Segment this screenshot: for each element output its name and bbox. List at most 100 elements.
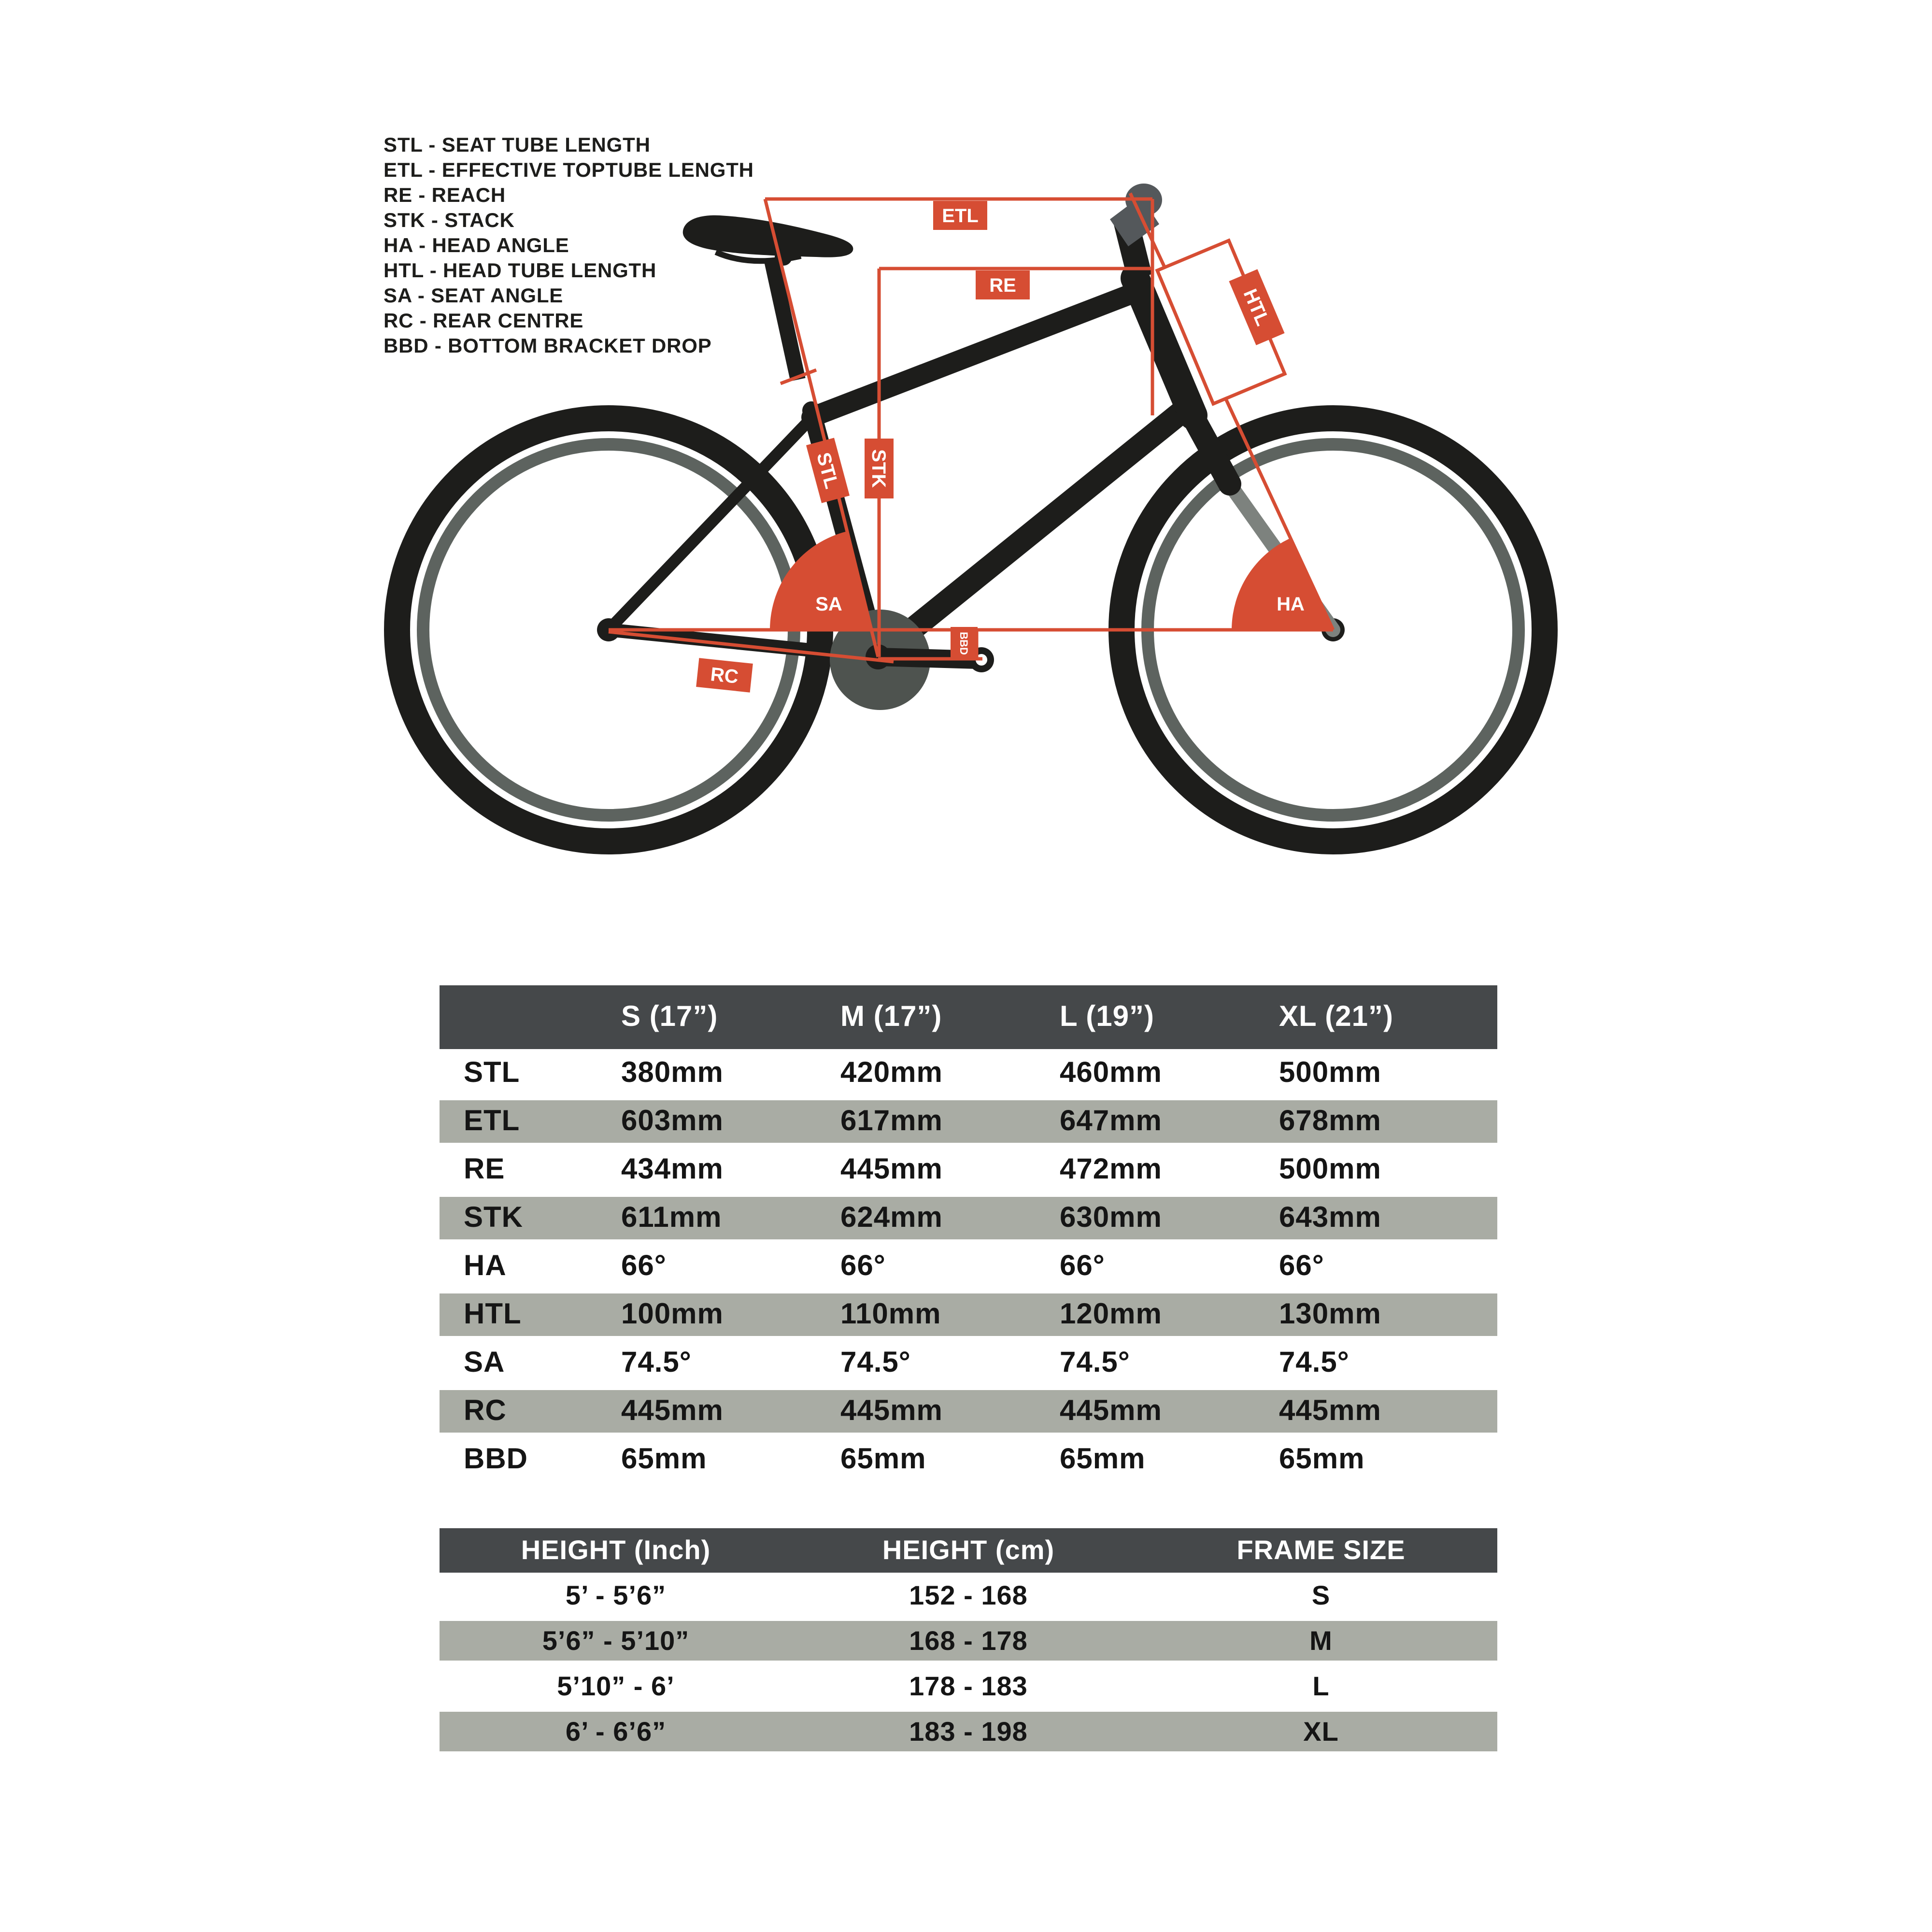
geometry-value: 445mm xyxy=(840,1153,943,1185)
stl-label: STL xyxy=(806,438,850,503)
seat-collar-tick xyxy=(780,368,817,385)
geometry-value: 617mm xyxy=(840,1105,943,1137)
size-value: 5’10” - 6’ xyxy=(557,1671,675,1701)
size-col-header-frame: FRAME SIZE xyxy=(1236,1535,1406,1565)
bbd-label: BBD xyxy=(951,627,978,660)
size-table-header: HEIGHT (Inch) HEIGHT (cm) FRAME SIZE xyxy=(440,1528,1497,1573)
legend-item: STL - SEAT TUBE LENGTH xyxy=(384,134,651,156)
geometry-value: 65mm xyxy=(1279,1443,1365,1475)
legend-item: ETL - EFFECTIVE TOPTUBE LENGTH xyxy=(384,159,754,182)
size-col-header-inch: HEIGHT (Inch) xyxy=(521,1535,711,1565)
geometry-row-label: BBD xyxy=(464,1443,528,1475)
geometry-value: 65mm xyxy=(1060,1443,1146,1475)
geometry-value: 66° xyxy=(621,1250,667,1282)
size-value: 6’ - 6’6” xyxy=(565,1716,667,1746)
htl-bracket xyxy=(1155,238,1287,406)
geometry-value: 65mm xyxy=(621,1443,707,1475)
saddle xyxy=(682,215,853,266)
size-chart-table: HEIGHT (Inch) HEIGHT (cm) FRAME SIZE 5’ … xyxy=(440,1528,1497,1754)
geometry-value: 420mm xyxy=(840,1057,943,1089)
sa-label: SA xyxy=(815,594,842,615)
legend-item: HA - HEAD ANGLE xyxy=(384,235,569,257)
geometry-value: 110mm xyxy=(840,1298,941,1330)
geometry-value: 445mm xyxy=(1060,1395,1162,1427)
geometry-value: 66° xyxy=(1279,1250,1324,1282)
geometry-value: 500mm xyxy=(1279,1057,1381,1089)
geometry-row-stk: STK 611mm 624mm 630mm 643mm xyxy=(440,1194,1497,1242)
size-row-xl: 6’ - 6’6” 183 - 198 XL xyxy=(440,1709,1497,1754)
geometry-row-stl: STL 380mm 420mm 460mm 500mm xyxy=(440,1049,1497,1097)
geometry-row-label: STK xyxy=(464,1202,523,1234)
geo-col-header-l: L (19”) xyxy=(1060,1001,1154,1033)
geo-col-header-s: S (17”) xyxy=(621,1001,718,1033)
size-value: S xyxy=(1311,1580,1331,1610)
size-row-l: 5’10” - 6’ 178 - 183 L xyxy=(440,1663,1497,1709)
geometry-value: 603mm xyxy=(621,1105,724,1137)
geometry-value: 445mm xyxy=(840,1395,943,1427)
legend-item: SA - SEAT ANGLE xyxy=(384,285,564,307)
geo-col-header-xl: XL (21”) xyxy=(1279,1001,1393,1033)
size-value: 168 - 178 xyxy=(909,1625,1028,1655)
geometry-row-label: RE xyxy=(464,1153,505,1185)
seat-angle-wedge: SA xyxy=(770,531,871,630)
geometry-value: 472mm xyxy=(1060,1153,1162,1185)
rc-label: RC xyxy=(696,658,753,693)
size-value: 152 - 168 xyxy=(909,1580,1028,1610)
size-row-s: 5’ - 5’6” 152 - 168 S xyxy=(440,1573,1497,1618)
geometry-value: 66° xyxy=(1060,1250,1105,1282)
geometry-row-rc: RC 445mm 445mm 445mm 445mm xyxy=(440,1387,1497,1435)
size-value: 183 - 198 xyxy=(909,1716,1028,1746)
legend-item: RC - REAR CENTRE xyxy=(384,310,584,332)
bike-diagram: SA HA ETL RE STK STL HTL RC xyxy=(384,184,1558,854)
legend-item: RE - REACH xyxy=(384,185,506,207)
legend-item: HTL - HEAD TUBE LENGTH xyxy=(384,260,657,282)
geometry-value: 630mm xyxy=(1060,1202,1162,1234)
geometry-row-ha: HA 66° 66° 66° 66° xyxy=(440,1242,1497,1291)
geometry-value: 74.5° xyxy=(621,1347,692,1378)
svg-text:RC: RC xyxy=(710,664,739,688)
geometry-value: 445mm xyxy=(621,1395,724,1427)
geometry-table-body: STL 380mm 420mm 460mm 500mm ETL 603mm 617mm 647m… xyxy=(440,1049,1497,1484)
etl-label: ETL xyxy=(933,201,987,230)
rear-centre-line xyxy=(608,630,894,664)
geometry-value: 74.5° xyxy=(1279,1347,1350,1378)
geometry-row-label: ETL xyxy=(464,1105,520,1137)
size-col-header-cm: HEIGHT (cm) xyxy=(882,1535,1055,1565)
geometry-value: 460mm xyxy=(1060,1057,1162,1089)
size-table-body: 5’ - 5’6” 152 - 168 S 5’6” - 5’10” 168 - 178… xyxy=(440,1573,1497,1754)
geometry-value: 500mm xyxy=(1279,1153,1381,1185)
size-value: 5’ - 5’6” xyxy=(565,1580,667,1610)
geometry-row-bbd: BBD 65mm 65mm 65mm 65mm xyxy=(440,1435,1497,1484)
stk-label: STK xyxy=(865,439,894,498)
geometry-table: S (17”) M (17”) L (19”) XL (21”) STL 380m… xyxy=(440,985,1497,1484)
geometry-row-label: RC xyxy=(464,1395,507,1427)
geometry-value: 120mm xyxy=(1060,1298,1162,1330)
ha-label: HA xyxy=(1277,594,1305,615)
geometry-row-sa: SA 74.5° 74.5° 74.5° 74.5° xyxy=(440,1339,1497,1387)
re-label: RE xyxy=(976,270,1030,299)
legend-item: STK - STACK xyxy=(384,210,515,232)
size-row-m: 5’6” - 5’10” 168 - 178 M xyxy=(440,1618,1497,1663)
geometry-value: 647mm xyxy=(1060,1105,1162,1137)
size-value: 178 - 183 xyxy=(909,1671,1028,1701)
geo-col-header-m: M (17”) xyxy=(840,1001,942,1033)
size-value: XL xyxy=(1303,1716,1339,1746)
geometry-table-header: S (17”) M (17”) L (19”) XL (21”) xyxy=(440,985,1497,1049)
svg-text:ETL: ETL xyxy=(942,205,979,227)
size-value: L xyxy=(1312,1671,1330,1701)
geometry-value: 130mm xyxy=(1279,1298,1381,1330)
geometry-value: 74.5° xyxy=(840,1347,911,1378)
geometry-value: 100mm xyxy=(621,1298,724,1330)
seatpost xyxy=(764,259,806,382)
legend: STL - SEAT TUBE LENGTH ETL - EFFECTIVE TO… xyxy=(384,133,754,359)
geometry-row-label: HTL xyxy=(464,1298,522,1330)
size-value: 5’6” - 5’10” xyxy=(542,1625,690,1655)
geometry-value: 678mm xyxy=(1279,1105,1381,1137)
geometry-value: 434mm xyxy=(621,1153,724,1185)
geometry-value: 66° xyxy=(840,1250,886,1282)
legend-item: BBD - BOTTOM BRACKET DROP xyxy=(384,335,712,357)
geometry-row-label: HA xyxy=(464,1250,507,1282)
geometry-value: 65mm xyxy=(840,1443,926,1475)
geometry-value: 445mm xyxy=(1279,1395,1381,1427)
